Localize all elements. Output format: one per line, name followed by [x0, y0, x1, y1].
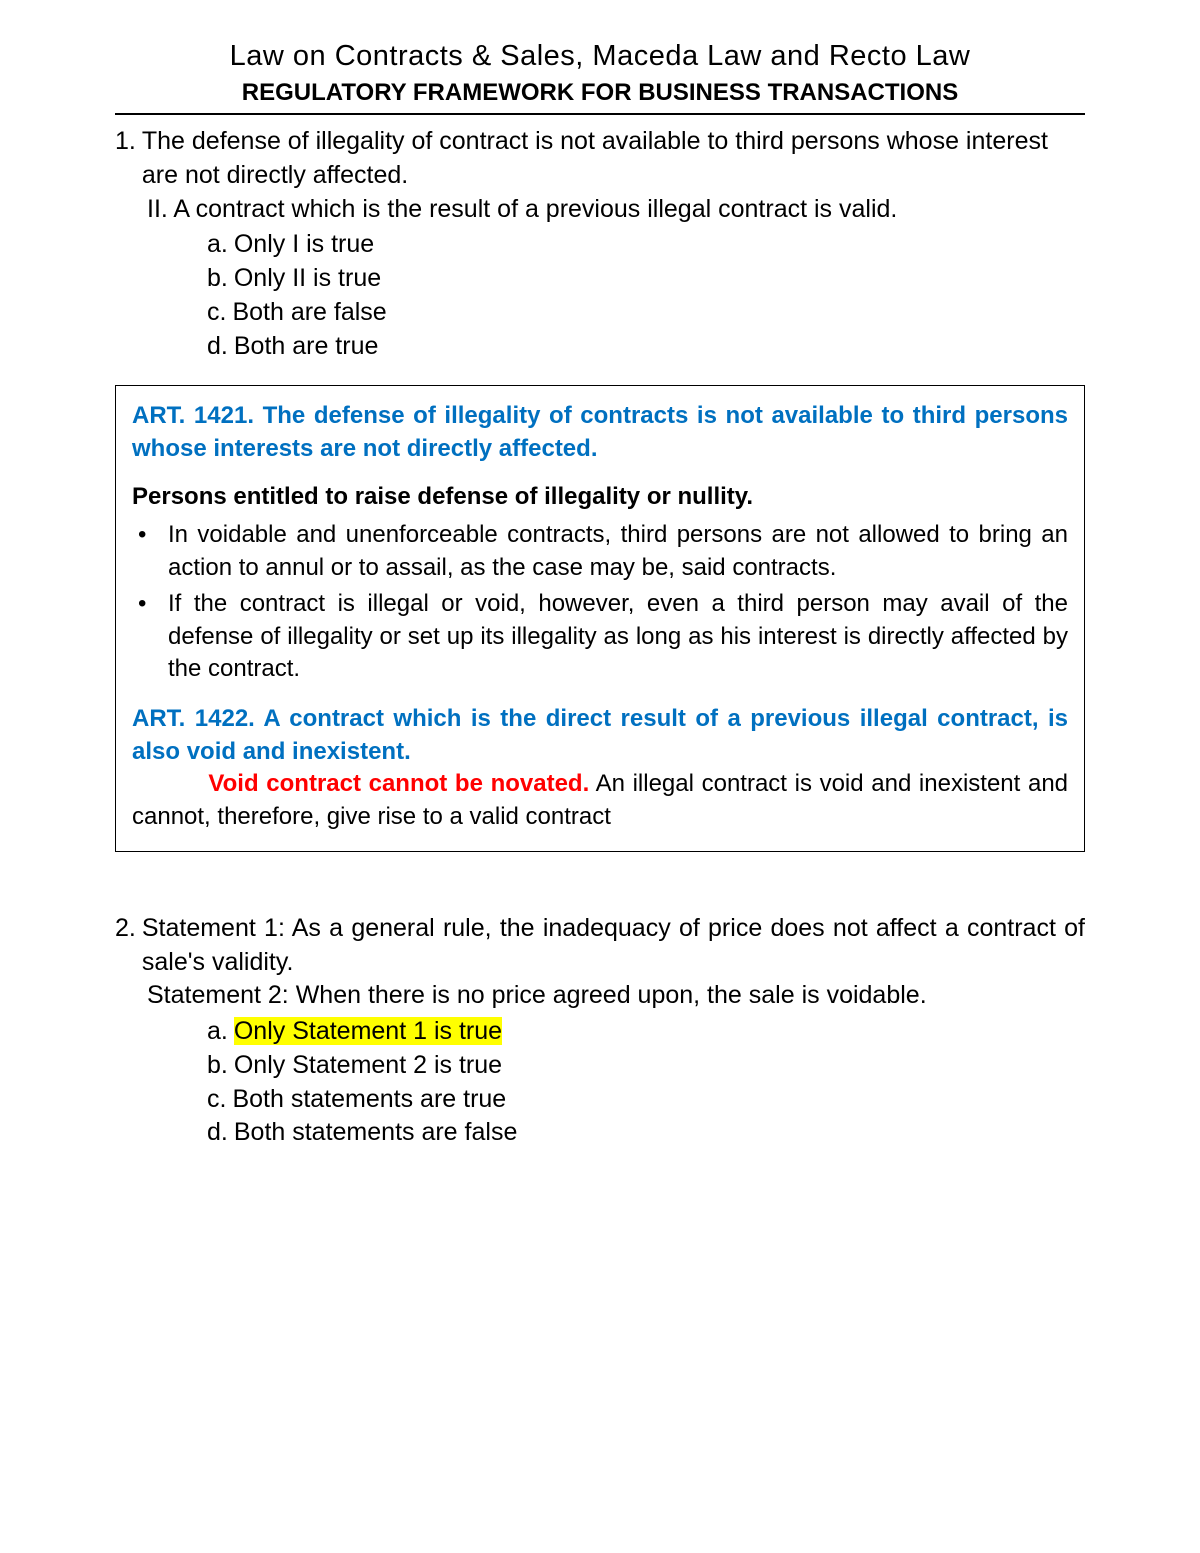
opt-letter-a: a.: [207, 1015, 228, 1049]
q1-opt-a-text: Only I is true: [234, 228, 374, 262]
q2-opt-b: b. Only Statement 2 is true: [207, 1049, 1085, 1083]
document-page: Law on Contracts & Sales, Maceda Law and…: [0, 0, 1200, 1210]
q1-opt-d: d. Both are true: [207, 330, 1085, 364]
opt-letter-d: d.: [207, 1116, 228, 1150]
art-1422-heading: ART. 1422. A contract which is the direc…: [132, 703, 1068, 768]
page-title: Law on Contracts & Sales, Maceda Law and…: [115, 40, 1085, 73]
opt-letter-a: a.: [207, 228, 228, 262]
q1-line2: II. A contract which is the result of a …: [147, 193, 1085, 227]
explanation-box: ART. 1421. The defense of illegality of …: [115, 385, 1085, 852]
q2-statement1: Statement 1: As a general rule, the inad…: [142, 914, 1085, 976]
q2-statement2: Statement 2: When there is no price agre…: [147, 979, 1085, 1013]
question-1: 1. The defense of illegality of contract…: [115, 125, 1085, 363]
question-2: 2. Statement 1: As a general rule, the i…: [115, 912, 1085, 1150]
opt-letter-c: c.: [207, 296, 226, 330]
art-1422-block: ART. 1422. A contract which is the direc…: [132, 703, 1068, 833]
q2-number: 2.: [115, 912, 136, 980]
q2-opt-a: a. Only Statement 1 is true: [207, 1015, 1085, 1049]
q2-options: a. Only Statement 1 is true b. Only Stat…: [207, 1015, 1085, 1150]
page-subtitle: REGULATORY FRAMEWORK FOR BUSINESS TRANSA…: [115, 79, 1085, 115]
art-1421-heading: ART. 1421. The defense of illegality of …: [132, 400, 1068, 465]
bullet-2-text: If the contract is illegal or void, howe…: [168, 588, 1068, 685]
q2-opt-c: c. Both statements are true: [207, 1083, 1085, 1117]
q2-opt-d: d. Both statements are false: [207, 1116, 1085, 1150]
void-contract-emphasis: Void contract cannot be novated.: [208, 770, 589, 797]
q2-opt-d-text: Both statements are false: [234, 1116, 517, 1150]
q1-opt-b: b. Only II is true: [207, 262, 1085, 296]
q2-text: Statement 1: As a general rule, the inad…: [142, 912, 1085, 980]
q1-opt-d-text: Both are true: [234, 330, 379, 364]
q2-stem: 2. Statement 1: As a general rule, the i…: [115, 912, 1085, 980]
opt-letter-b: b.: [207, 1049, 228, 1083]
q1-opt-b-text: Only II is true: [234, 262, 381, 296]
q1-stem: 1. The defense of illegality of contract…: [115, 125, 1085, 193]
q1-line1: The defense of illegality of contract is…: [142, 127, 1048, 189]
bullet-1-text: In voidable and unenforceable contracts,…: [168, 519, 1068, 584]
q1-number: 1.: [115, 125, 136, 193]
bullet-1: • In voidable and unenforceable contract…: [132, 519, 1068, 584]
bullet-icon: •: [132, 588, 168, 685]
highlighted-answer: Only Statement 1 is true: [234, 1017, 502, 1045]
art-1422-body: Void contract cannot be novated. An ille…: [132, 768, 1068, 833]
q1-opt-a: a. Only I is true: [207, 228, 1085, 262]
bullet-icon: •: [132, 519, 168, 584]
opt-letter-c: c.: [207, 1083, 226, 1117]
q1-options: a. Only I is true b. Only II is true c. …: [207, 228, 1085, 363]
q2-opt-c-text: Both statements are true: [232, 1083, 506, 1117]
opt-letter-d: d.: [207, 330, 228, 364]
opt-letter-b: b.: [207, 262, 228, 296]
bullet-2: • If the contract is illegal or void, ho…: [132, 588, 1068, 685]
q1-opt-c-text: Both are false: [232, 296, 386, 330]
box-subhead: Persons entitled to raise defense of ill…: [132, 481, 1068, 513]
q2-opt-a-text: Only Statement 1 is true: [234, 1015, 502, 1049]
q2-opt-b-text: Only Statement 2 is true: [234, 1049, 502, 1083]
q1-opt-c: c. Both are false: [207, 296, 1085, 330]
q1-text: The defense of illegality of contract is…: [142, 125, 1085, 193]
